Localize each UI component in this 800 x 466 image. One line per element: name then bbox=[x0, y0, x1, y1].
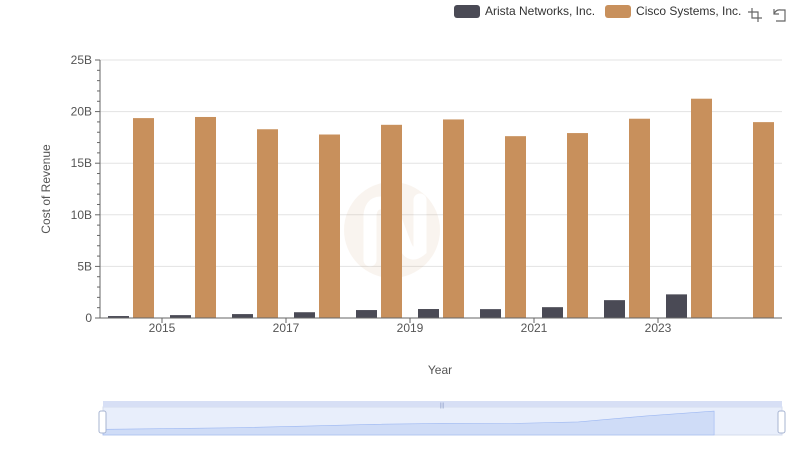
zoom-slider-right-handle[interactable] bbox=[777, 410, 786, 434]
bar-cisco-2015[interactable] bbox=[195, 116, 216, 318]
bar-cisco-2017[interactable] bbox=[319, 134, 340, 318]
x-tick-label: 2019 bbox=[397, 321, 424, 335]
zoom-slider-grip-icon[interactable]: ||| bbox=[440, 403, 445, 409]
bar-cisco-2023[interactable] bbox=[691, 98, 712, 318]
bar-cisco-2014[interactable] bbox=[133, 118, 154, 319]
data-zoom-slider[interactable]: ||| bbox=[98, 401, 786, 436]
legend-swatch-cisco bbox=[605, 4, 632, 18]
x-tick-label: 2021 bbox=[521, 321, 548, 335]
bar-cisco-2016[interactable] bbox=[257, 129, 278, 318]
bar-cisco-2022[interactable] bbox=[629, 118, 650, 319]
bar-cisco-2021[interactable] bbox=[567, 133, 588, 318]
x-tick-label: 2015 bbox=[149, 321, 176, 335]
zoom-slider-left-handle[interactable] bbox=[98, 410, 107, 434]
chart-toolbar bbox=[746, 6, 788, 24]
x-tick-label: 2023 bbox=[645, 321, 672, 335]
y-tick-label: 15B bbox=[71, 156, 92, 170]
zoom-slider-preview bbox=[102, 410, 715, 436]
legend-label-cisco: Cisco Systems, Inc. bbox=[636, 4, 742, 18]
x-tick-label: 2017 bbox=[273, 321, 300, 335]
bar-arista-2016[interactable] bbox=[232, 314, 253, 318]
legend-item-arista[interactable]: Arista Networks, Inc. bbox=[454, 4, 595, 18]
bar-arista-2014[interactable] bbox=[108, 316, 129, 318]
zoom-icon[interactable] bbox=[746, 6, 764, 24]
y-tick-label: 0 bbox=[85, 311, 92, 325]
legend-item-cisco[interactable]: Cisco Systems, Inc. bbox=[605, 4, 741, 18]
bar-arista-2018[interactable] bbox=[356, 310, 377, 318]
legend: Arista Networks, Inc. Cisco Systems, Inc… bbox=[454, 4, 741, 18]
y-tick-label: 20B bbox=[71, 105, 92, 119]
reset-zoom-icon[interactable] bbox=[770, 6, 788, 24]
bar-arista-2022[interactable] bbox=[604, 300, 625, 318]
axes: 0 5B 10B 15B 20B 25B 2015 2017 2019 2021 2023 bbox=[71, 53, 782, 335]
bar-arista-2021[interactable] bbox=[542, 307, 563, 318]
bar-arista-2023[interactable] bbox=[666, 294, 687, 318]
bar-arista-2015[interactable] bbox=[170, 315, 191, 318]
y-tick-label: 25B bbox=[71, 53, 92, 67]
bars bbox=[108, 98, 774, 319]
zoom-slider-selection[interactable] bbox=[103, 401, 782, 407]
bar-arista-2019[interactable] bbox=[418, 309, 439, 318]
y-tick-label: 10B bbox=[71, 208, 92, 222]
bar-cisco-2024[interactable] bbox=[753, 122, 774, 318]
bar-arista-2017[interactable] bbox=[294, 312, 315, 318]
legend-label-arista: Arista Networks, Inc. bbox=[485, 4, 596, 18]
y-axis-label: Cost of Revenue bbox=[39, 144, 53, 234]
x-axis-label: Year bbox=[428, 363, 452, 377]
bar-arista-2020[interactable] bbox=[480, 309, 501, 318]
bar-cisco-2019[interactable] bbox=[443, 119, 464, 318]
y-tick-label: 5B bbox=[77, 259, 92, 273]
bar-cisco-2018[interactable] bbox=[381, 124, 402, 318]
bar-cisco-2020[interactable] bbox=[505, 136, 526, 318]
legend-swatch-arista bbox=[454, 4, 480, 18]
